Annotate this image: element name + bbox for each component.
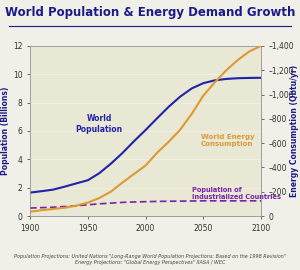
Text: World Population & Energy Demand Growth: World Population & Energy Demand Growth bbox=[5, 6, 295, 19]
Text: Population Projections: United Nations "Long-Range World Population Projections:: Population Projections: United Nations "… bbox=[14, 254, 286, 265]
Text: World Energy
Consumption: World Energy Consumption bbox=[201, 134, 255, 147]
Text: Energy Consumption (Qbtu/yr): Energy Consumption (Qbtu/yr) bbox=[290, 65, 299, 197]
Text: Population (Billions): Population (Billions) bbox=[2, 87, 10, 175]
Text: Population of
Industrialized Countries: Population of Industrialized Countries bbox=[192, 187, 281, 200]
Text: World
Population: World Population bbox=[76, 114, 123, 134]
